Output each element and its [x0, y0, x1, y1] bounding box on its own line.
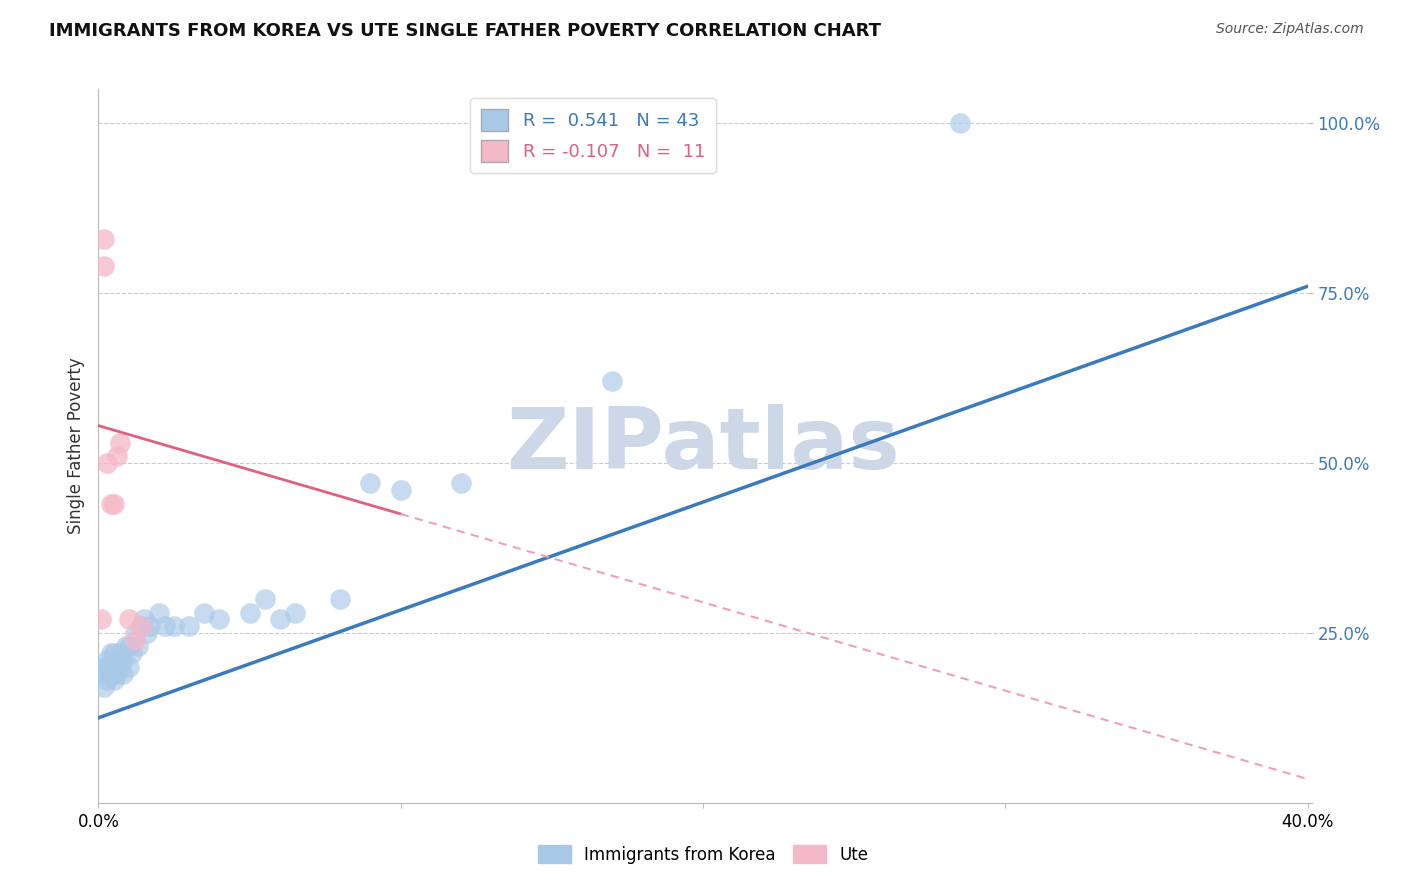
Point: [124, 632, 146, 647]
Point: [602, 375, 624, 389]
Point: [127, 640, 149, 654]
Point: [105, 653, 128, 667]
Text: IMMIGRANTS FROM KOREA VS UTE SINGLE FATHER POVERTY CORRELATION CHART: IMMIGRANTS FROM KOREA VS UTE SINGLE FATH…: [49, 22, 882, 40]
Point: [118, 640, 141, 654]
Point: [329, 591, 352, 606]
Point: [129, 619, 152, 633]
Point: [253, 591, 276, 606]
Legend: Immigrants from Korea, Ute: Immigrants from Korea, Ute: [531, 838, 875, 871]
Point: [193, 606, 215, 620]
Point: [108, 435, 131, 450]
Point: [450, 476, 472, 491]
Point: [163, 619, 186, 633]
Point: [100, 646, 122, 660]
Point: [105, 449, 128, 463]
Point: [153, 619, 176, 633]
Point: [108, 660, 131, 674]
Point: [132, 612, 155, 626]
Point: [111, 653, 134, 667]
Point: [103, 673, 125, 688]
Point: [100, 666, 122, 681]
Point: [179, 619, 201, 633]
Point: [111, 666, 134, 681]
Point: [139, 619, 162, 633]
Point: [103, 646, 125, 660]
Point: [93, 680, 115, 694]
Point: [129, 619, 152, 633]
Point: [284, 606, 307, 620]
Point: [96, 673, 118, 688]
Text: ZIPatlas: ZIPatlas: [506, 404, 900, 488]
Point: [90, 666, 112, 681]
Point: [90, 612, 112, 626]
Point: [93, 232, 115, 246]
Point: [389, 483, 412, 498]
Point: [103, 660, 125, 674]
Point: [96, 660, 118, 674]
Point: [96, 653, 118, 667]
Point: [103, 497, 125, 511]
Point: [105, 666, 128, 681]
Point: [114, 640, 136, 654]
Point: [93, 660, 115, 674]
Point: [360, 476, 382, 491]
Point: [135, 626, 157, 640]
Text: Source: ZipAtlas.com: Source: ZipAtlas.com: [1216, 22, 1364, 37]
Point: [108, 646, 131, 660]
Point: [121, 646, 143, 660]
Point: [269, 612, 291, 626]
Legend: R =  0.541   N = 43, R = -0.107   N =  11: R = 0.541 N = 43, R = -0.107 N = 11: [470, 98, 716, 173]
Point: [96, 456, 118, 470]
Point: [100, 497, 122, 511]
Point: [239, 606, 262, 620]
Point: [118, 612, 141, 626]
Point: [118, 660, 141, 674]
Y-axis label: Single Father Poverty: Single Father Poverty: [66, 358, 84, 534]
Point: [208, 612, 231, 626]
Point: [148, 606, 170, 620]
Point: [124, 626, 146, 640]
Point: [949, 116, 972, 130]
Point: [93, 259, 115, 273]
